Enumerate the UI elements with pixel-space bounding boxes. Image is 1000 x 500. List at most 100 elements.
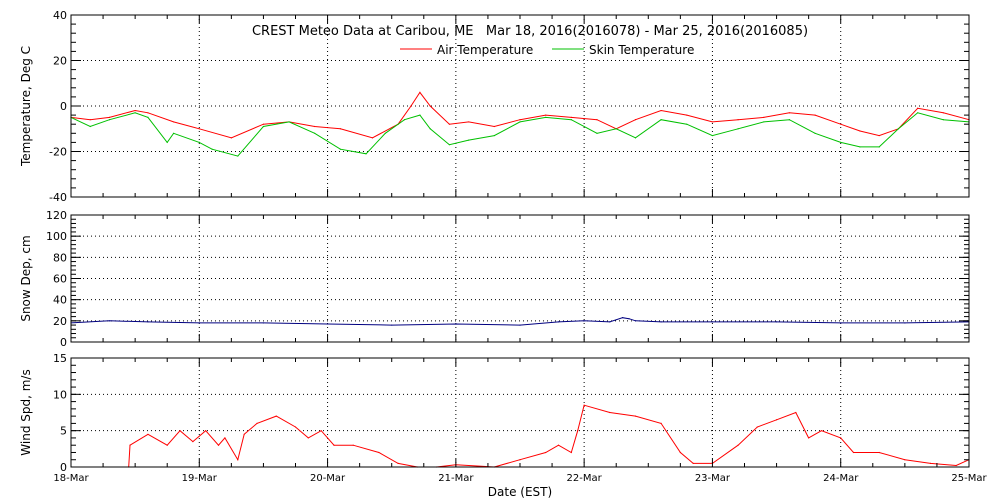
snow-depth-panel: 0 20 40 60 80 100 120 Snow Dep, cm	[19, 209, 970, 349]
wind-speed-point	[583, 404, 585, 406]
temperature-point	[314, 125, 316, 128]
snow-depth-point	[557, 321, 560, 323]
temperature-point	[89, 125, 91, 128]
temperature-point	[788, 119, 791, 121]
wind-speed-point	[129, 444, 131, 446]
wind-speed-point	[756, 426, 758, 428]
snow-depth-ytick-label: 60	[53, 273, 67, 286]
temperature-point	[615, 128, 617, 130]
temperature-ytick-label: -20	[49, 146, 67, 159]
legend-label-1: Skin Temperature	[589, 43, 694, 57]
temperature-point	[134, 109, 136, 112]
temperature-point	[448, 144, 451, 146]
temperature-point	[840, 141, 842, 143]
x-tick-label: 21-Mar	[438, 473, 474, 484]
wind-speed-point	[294, 426, 297, 428]
temperature-point	[519, 121, 521, 123]
temperature-point	[230, 137, 232, 139]
snow-depth-point	[628, 318, 630, 320]
wind-speed-point	[217, 444, 220, 446]
temperature-point	[89, 119, 91, 121]
temperature-point	[237, 155, 239, 157]
temperature-ytick-label: 0	[60, 100, 67, 113]
temperature-point	[917, 112, 919, 114]
wind-speed-point	[256, 422, 258, 424]
x-tick-label: 24-Mar	[823, 473, 859, 484]
wind-speed-point	[852, 451, 855, 454]
wind-speed-y-axis-label: Wind Spd, m/s	[19, 369, 33, 455]
x-tick-label: 23-Mar	[695, 473, 731, 484]
temperature-point	[468, 121, 470, 123]
wind-speed-point	[192, 440, 194, 443]
snow-depth-point	[326, 323, 329, 325]
wind-speed-point	[775, 419, 778, 421]
temperature-point	[314, 132, 316, 134]
snow-depth-ytick-label: 100	[46, 230, 67, 243]
snow-depth-ytick-label: 0	[60, 336, 67, 349]
x-tick-label: 22-Mar	[567, 473, 603, 484]
temperature-point	[634, 119, 637, 121]
legend-label-0: Air Temperature	[437, 43, 533, 57]
x-tick-label: 19-Mar	[182, 473, 218, 484]
wind-speed-point	[795, 411, 797, 414]
temperature-panel: -40 -20 0 20 40 Temperature, Deg C Air Tempera…	[19, 9, 970, 204]
temperature-point	[493, 125, 495, 128]
wind-speed-point	[679, 451, 681, 454]
snow-depth-point	[262, 322, 265, 324]
snow-depth-series-0	[70, 317, 970, 326]
wind-speed-point	[840, 437, 842, 439]
temperature-point	[878, 134, 880, 137]
temperature-point	[173, 132, 175, 134]
wind-speed-ytick-label: 10	[53, 388, 67, 401]
temperature-point	[211, 148, 213, 150]
wind-speed-point	[820, 430, 823, 432]
temperature-point	[108, 116, 111, 118]
temperature-point	[814, 132, 816, 134]
wind-speed-panel: 0 5 10 15 Wind Spd, m/s	[19, 352, 970, 474]
temperature-point	[147, 112, 149, 114]
temperature-point	[814, 114, 816, 116]
wind-speed-point	[397, 462, 399, 464]
wind-speed-point	[545, 451, 547, 454]
wind-speed-point	[320, 430, 322, 432]
temperature-point	[763, 116, 765, 118]
wind-speed-point	[904, 459, 906, 461]
wind-speed-ytick-label: 15	[53, 352, 67, 365]
temperature-point	[737, 119, 739, 121]
wind-speed-point	[147, 433, 149, 435]
temperature-point	[173, 121, 175, 123]
temperature-point	[419, 114, 421, 116]
temperature-point	[371, 137, 374, 139]
wind-speed-series-0	[128, 404, 970, 468]
x-tick-label: 25-Mar	[951, 473, 987, 484]
temperature-point	[660, 119, 662, 121]
wind-speed-point	[179, 430, 181, 432]
temperature-point	[859, 130, 861, 132]
snow-depth-ytick-label: 40	[53, 294, 67, 307]
wind-speed-frame	[70, 357, 970, 468]
x-axis-label: Date (EST)	[488, 485, 552, 499]
temperature-point	[570, 116, 572, 118]
snow-depth-point	[711, 321, 714, 323]
temperature-point	[711, 134, 714, 137]
wind-speed-point	[634, 415, 637, 417]
x-tick-label: 18-Mar	[53, 473, 89, 484]
temperature-point	[788, 112, 791, 114]
temperature-point	[686, 123, 688, 125]
temperature-series-air-temperature	[70, 91, 970, 139]
snow-depth-point	[622, 317, 624, 319]
snow-depth-point	[391, 324, 393, 326]
temperature-y-axis-label: Temperature, Deg C	[19, 46, 33, 167]
wind-speed-point	[333, 444, 335, 446]
temperature-point	[917, 107, 919, 109]
wind-speed-point	[378, 451, 380, 454]
temperature-point	[493, 134, 495, 137]
wind-speed-point	[307, 437, 309, 439]
temperature-point	[942, 112, 944, 114]
temperature-point	[545, 114, 547, 116]
panels: -40 -20 0 20 40 Temperature, Deg C Air Tempera…	[19, 9, 987, 484]
temperature-point	[108, 119, 111, 121]
wind-speed-point	[660, 422, 662, 424]
temperature-point	[596, 119, 598, 121]
temperature-point	[519, 119, 521, 121]
